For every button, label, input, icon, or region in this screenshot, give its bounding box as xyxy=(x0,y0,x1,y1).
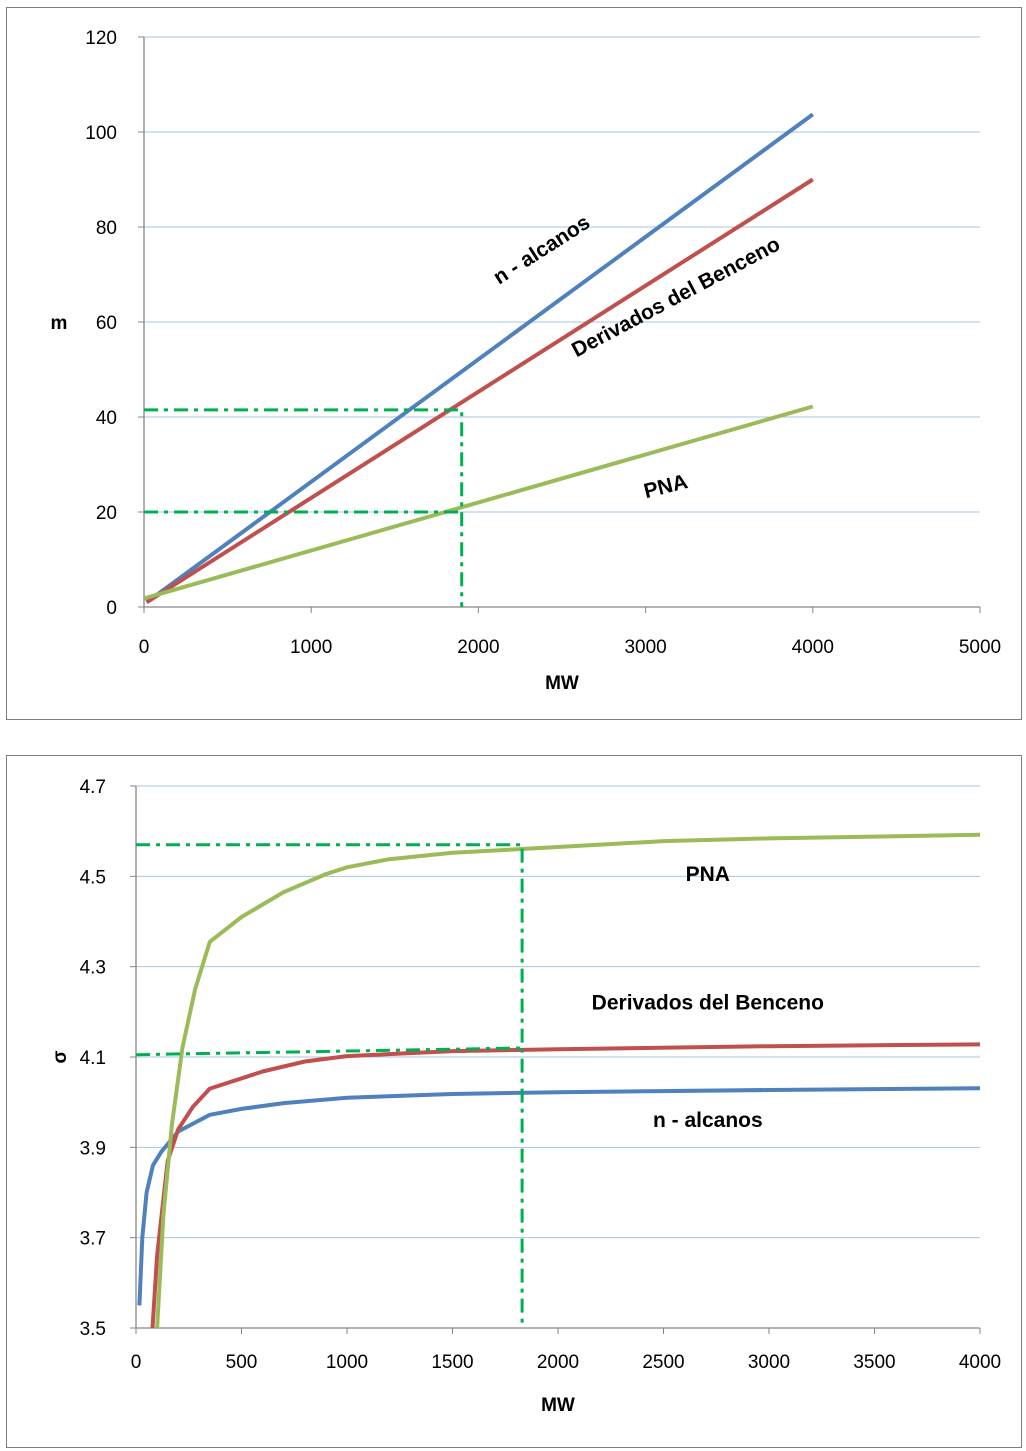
chart-sigma-svg: 3.5 3.7 3.9 4.1 4.3 4.5 4.7 0 500 1000 1500 2000 250… xyxy=(50,777,1001,1416)
sigma-chart-annotation: n - alcanos xyxy=(653,1109,763,1132)
m-chart-annotation: PNA xyxy=(641,470,690,503)
m-chart-annotation: Derivados del Benceno xyxy=(568,233,784,362)
m-chart-x-tick-label: 2000 xyxy=(457,637,499,658)
m-chart-series-n-alcanos xyxy=(145,112,814,604)
sigma-chart-annotation: Derivados del Benceno xyxy=(592,992,824,1015)
sigma-chart-x-tick-label: 3000 xyxy=(748,1352,790,1373)
sigma-chart-x-tick-label: 2000 xyxy=(537,1352,579,1373)
sigma-chart-x-axis-title: MW xyxy=(541,1395,575,1416)
chart-m-vs-mw: 0 20 40 60 80 100 120 0 1000 2000 3000 4000 5000 MW m n… xyxy=(6,7,1022,720)
sigma-chart-y-tick-label: 3.9 xyxy=(80,1138,106,1159)
chart-m-svg: 0 20 40 60 80 100 120 0 1000 2000 3000 4000 5000 MW m n… xyxy=(51,28,1002,694)
sigma-chart-x-tick-label: 3500 xyxy=(853,1352,895,1373)
sigma-chart-series-n-alcanos xyxy=(137,1086,981,1306)
m-chart-x-axis-title: MW xyxy=(545,673,579,694)
m-chart-x-tick-label: 4000 xyxy=(792,637,834,658)
sigma-chart-series-derivados xyxy=(150,1042,981,1329)
sigma-chart-y-tick-label: 4.3 xyxy=(80,958,106,979)
sigma-chart-y-tick-label: 4.1 xyxy=(80,1048,106,1069)
sigma-chart-y-tick-label: 3.7 xyxy=(80,1229,106,1250)
sigma-chart-x-tick-label: 4000 xyxy=(959,1352,1001,1373)
m-chart-y-axis-title: m xyxy=(51,313,68,334)
m-chart-annotation: n - alcanos xyxy=(489,211,594,289)
m-chart-y-tick-label: 100 xyxy=(85,123,117,144)
m-chart-x-tick-label: 3000 xyxy=(624,637,666,658)
m-chart-guide-line xyxy=(144,408,464,607)
sigma-chart-guide-line xyxy=(136,843,524,1328)
sigma-chart-x-tick-label: 0 xyxy=(131,1352,142,1373)
m-chart-y-tick-label: 120 xyxy=(85,28,117,49)
m-chart-series-pna xyxy=(144,404,814,601)
sigma-chart-y-tick-label: 4.5 xyxy=(80,867,106,888)
sigma-chart-x-tick-label: 1500 xyxy=(431,1352,473,1373)
m-chart-y-tick-label: 80 xyxy=(96,218,117,239)
sigma-chart-y-axis-title: σ xyxy=(50,1051,71,1064)
m-chart-x-tick-label: 0 xyxy=(139,637,150,658)
sigma-chart-x-tick-label: 2500 xyxy=(642,1352,684,1373)
m-chart-y-tick-label: 40 xyxy=(96,408,117,429)
sigma-chart-x-tick-label: 1000 xyxy=(326,1352,368,1373)
sigma-chart-x-tick-label: 500 xyxy=(226,1352,258,1373)
sigma-chart-guide-line xyxy=(135,1046,523,1057)
m-chart-y-tick-label: 60 xyxy=(96,313,117,334)
m-chart-x-tick-label: 1000 xyxy=(290,637,332,658)
m-chart-y-tick-label: 0 xyxy=(106,598,117,619)
sigma-chart-y-tick-label: 3.5 xyxy=(80,1319,106,1340)
m-chart-series-derivados xyxy=(145,177,814,604)
chart-sigma-vs-mw: 3.5 3.7 3.9 4.1 4.3 4.5 4.7 0 500 1000 1500 2000 250… xyxy=(6,755,1022,1448)
sigma-chart-annotation: PNA xyxy=(686,863,730,886)
sigma-chart-series-pna xyxy=(155,832,981,1329)
m-chart-x-tick-label: 5000 xyxy=(959,637,1001,658)
sigma-chart-y-tick-label: 4.7 xyxy=(80,777,106,798)
m-chart-y-tick-label: 20 xyxy=(96,503,117,524)
